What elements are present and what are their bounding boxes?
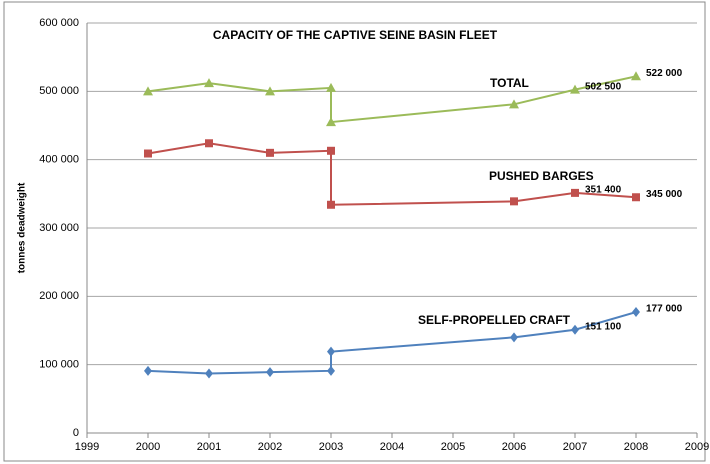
marker [510, 197, 518, 206]
series-line [147, 75, 637, 124]
marker [327, 146, 335, 155]
marker [570, 84, 580, 94]
x-tick-label: 2009 [685, 441, 709, 453]
marker [143, 86, 153, 96]
marker [510, 332, 518, 343]
x-tick-label: 1999 [75, 441, 99, 453]
data-label: 502 500 [585, 81, 622, 92]
marker [204, 78, 214, 88]
y-axis-label: tonnes deadweight [17, 182, 28, 273]
marker [571, 324, 579, 335]
chart-title: CAPACITY OF THE CAPTIVE SEINE BASIN FLEE… [213, 28, 498, 42]
y-tick-label: 300 000 [39, 222, 79, 234]
x-tick-label: 2001 [197, 441, 221, 453]
series-name: PUSHED BARGES [489, 169, 594, 183]
x-tick-label: 2006 [502, 441, 526, 453]
x-tick-label: 2005 [441, 441, 465, 453]
marker [326, 117, 336, 127]
marker [571, 188, 579, 197]
data-label: 345 000 [646, 189, 683, 200]
data-label: 177 000 [646, 304, 683, 315]
y-tick-label: 0 [73, 427, 79, 439]
marker [265, 86, 275, 96]
data-label: 522 000 [646, 68, 683, 79]
y-tick-label: 200 000 [39, 290, 79, 302]
marker [327, 365, 335, 376]
marker [266, 148, 274, 157]
x-tick-label: 2002 [258, 441, 282, 453]
marker [326, 82, 336, 92]
marker [144, 365, 152, 376]
series-name: SELF-PROPELLED CRAFT [418, 313, 571, 327]
chart-frame [3, 1, 706, 462]
marker [327, 346, 335, 357]
y-tick-label: 600 000 [39, 17, 79, 29]
marker [327, 200, 335, 209]
y-tick-label: 100 000 [39, 359, 79, 371]
marker [144, 149, 152, 158]
data-label: 351 400 [585, 185, 622, 196]
y-tick-label: 400 000 [39, 154, 79, 166]
series-line [147, 142, 637, 206]
x-tick-label: 2000 [136, 441, 160, 453]
marker [509, 99, 519, 109]
marker [205, 139, 213, 148]
marker [632, 193, 640, 202]
y-tick-label: 500 000 [39, 85, 79, 97]
x-tick-label: 2007 [563, 441, 587, 453]
marker [631, 71, 641, 81]
x-tick-label: 2003 [319, 441, 343, 453]
x-tick-label: 2004 [380, 441, 404, 453]
marker [266, 367, 274, 378]
series-line [147, 311, 637, 375]
marker [205, 368, 213, 379]
data-label: 151 100 [585, 321, 622, 332]
series-name: TOTAL [490, 76, 529, 90]
marker [632, 307, 640, 318]
x-tick-label: 2008 [624, 441, 648, 453]
